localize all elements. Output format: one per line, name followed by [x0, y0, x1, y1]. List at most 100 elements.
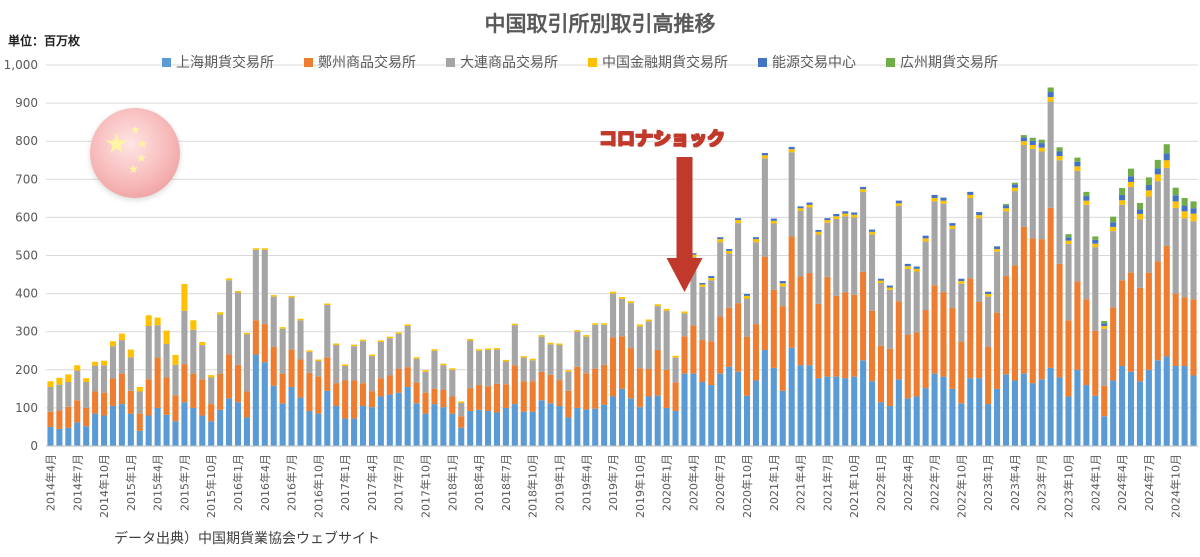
bar-segment-dalian: [601, 324, 608, 365]
data-source-note: データ出典）中国期貨業協会ウェブサイト: [114, 531, 380, 547]
bar-segment-zhengzhou: [333, 383, 340, 406]
down-arrow-icon: [666, 157, 703, 292]
y-tick-label: 100: [15, 401, 38, 415]
china-flag-icon: ★ ★ ★ ★ ★: [90, 108, 180, 198]
y-tick-label: 400: [15, 287, 38, 301]
bar-segment-ine: [788, 146, 795, 150]
bar-segment-shanghai: [413, 403, 420, 446]
bar-segment-zhengzhou: [842, 292, 849, 379]
bar-segment-dalian: [949, 228, 956, 309]
bar-segment-ine: [1127, 176, 1135, 182]
bar-segment-gfex: [1029, 137, 1036, 141]
bar-segment-ine: [976, 212, 983, 216]
bar-segment-shanghai: [217, 409, 224, 446]
bar-segment-zhengzhou: [315, 376, 322, 414]
bar-segment-dalian: [592, 324, 599, 369]
bar-segment-ine: [735, 218, 742, 221]
bar-segment-dalian: [743, 298, 751, 337]
bar-segment-dalian: [547, 344, 554, 375]
legend-item-dalian: 大連商品交易所: [446, 52, 558, 72]
unit-label: 単位：百万枚: [8, 34, 81, 48]
bar-segment-dalian: [636, 326, 643, 369]
bar-segment-zhengzhou: [1020, 226, 1027, 374]
bar-segment-cffex: [743, 295, 751, 299]
y-tick-label: 200: [15, 363, 38, 377]
bar-segment-zhengzhou: [904, 334, 911, 399]
bar-segment-dalian: [654, 306, 661, 350]
legend-item-shanghai: 上海期貨交易所: [162, 52, 274, 72]
bar-segment-cffex: [538, 335, 545, 337]
bar-segment-cffex: [493, 348, 501, 350]
bar-segment-shanghai: [601, 404, 608, 446]
bar-segment-zhengzhou: [574, 366, 581, 408]
bar-segment-cffex: [217, 312, 224, 315]
x-tick-label: 2024年4月: [1115, 454, 1129, 511]
bar-segment-cffex: [1163, 160, 1170, 168]
bar-segment-zhengzhou: [788, 236, 795, 348]
y-tick-label: 300: [15, 325, 38, 339]
bar-segment-shanghai: [1083, 385, 1090, 446]
bar-segment-cffex: [404, 324, 411, 326]
bar-segment-dalian: [895, 205, 902, 302]
bar-segment-zhengzhou: [949, 308, 956, 389]
bar-segment-dalian: [860, 191, 867, 272]
bar-segment-zhengzhou: [1101, 385, 1108, 417]
bar-segment-zhengzhou: [47, 411, 54, 427]
bar-segment-ine: [1083, 196, 1090, 201]
x-tick-label: 2015年1月: [124, 454, 138, 511]
bar-segment-dalian: [306, 351, 313, 373]
bar-segment-zhengzhou: [208, 404, 215, 422]
bar-segment-dalian: [1172, 207, 1179, 294]
bar-segment-shanghai: [1110, 380, 1117, 446]
bar-segment-zhengzhou: [547, 374, 554, 404]
bar-segment-ine: [717, 237, 724, 240]
bar-segment-dalian: [726, 253, 733, 308]
bar-segment-ine: [895, 200, 902, 204]
y-tick-label: 0: [30, 439, 38, 453]
bar-segment-dalian: [172, 364, 179, 396]
bar-segment-gfex: [1020, 135, 1027, 138]
bar-segment-cffex: [574, 330, 581, 332]
bar-segment-zhengzhou: [922, 309, 929, 389]
bar-segment-dalian: [252, 249, 259, 321]
bar-segment-shanghai: [342, 418, 349, 446]
x-tick-label: 2015年7月: [177, 454, 191, 511]
bar-segment-dalian: [1136, 219, 1143, 288]
bar-segment-gfex: [1154, 159, 1161, 169]
bar-segment-shanghai: [904, 398, 911, 446]
bar-segment-zhengzhou: [270, 346, 277, 386]
bar-segment-shanghai: [1074, 369, 1081, 446]
bar-segment-shanghai: [315, 413, 322, 446]
bar-segment-zhengzhou: [199, 379, 206, 416]
bar-segment-zhengzhou: [351, 380, 358, 419]
bar-segment-dalian: [610, 293, 617, 338]
bar-segment-gfex: [1181, 197, 1188, 206]
x-tick-label: 2018年1月: [445, 454, 459, 511]
x-tick-label: 2017年7月: [392, 454, 406, 511]
bar-segment-dalian: [386, 338, 393, 376]
bar-segment-cffex: [127, 349, 134, 358]
bar-segment-shanghai: [386, 394, 393, 446]
bar-segment-cffex: [1127, 181, 1135, 187]
bar-segment-zhengzhou: [779, 306, 786, 391]
bar-segment-cffex: [654, 304, 661, 307]
bar-segment-shanghai: [627, 398, 634, 446]
bar-segment-zhengzhou: [154, 357, 161, 408]
bar-segment-dalian: [1101, 328, 1108, 386]
bar-segment-gfex: [1172, 187, 1179, 196]
bar-segment-zhengzhou: [226, 354, 233, 399]
bar-segment-shanghai: [565, 417, 572, 446]
bar-segment-cffex: [511, 323, 518, 326]
bar-segment-dalian: [869, 234, 876, 311]
x-tick-label: 2018年7月: [499, 454, 513, 511]
bar-segment-ine: [913, 266, 920, 269]
x-tick-label: 2021年7月: [820, 454, 834, 511]
bar-segment-zhengzhou: [529, 381, 536, 412]
bar-segment-shanghai: [1119, 365, 1126, 446]
bar-segment-zhengzhou: [699, 340, 706, 382]
bar-segment-dalian: [752, 242, 759, 325]
x-tick-label: 2021年1月: [767, 454, 781, 511]
bar-segment-shanghai: [226, 398, 233, 446]
bar-segment-zhengzhou: [502, 384, 509, 408]
bar-segment-shanghai: [877, 402, 885, 446]
